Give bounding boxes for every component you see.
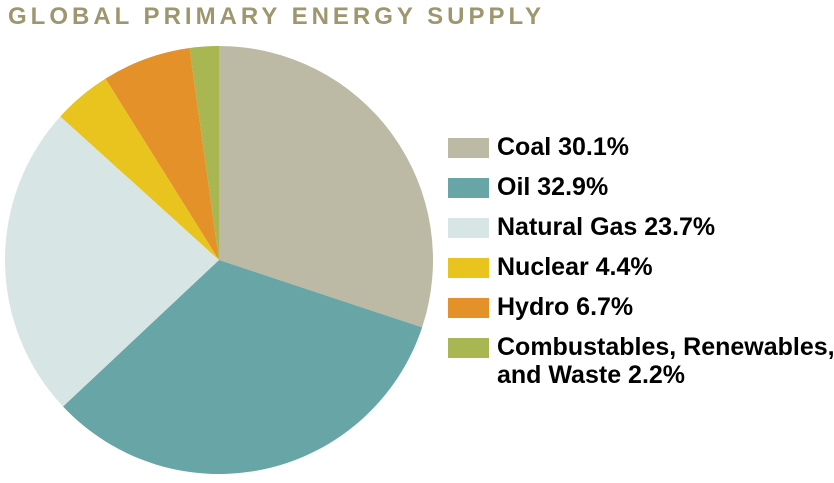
pie-slice-coal bbox=[219, 46, 433, 328]
legend-swatch-hydro bbox=[448, 298, 489, 318]
chart-title: GLOBAL PRIMARY ENERGY SUPPLY bbox=[8, 3, 545, 30]
legend-item-combustables-renewables-and-waste: Combustables, Renewables, and Waste 2.2% bbox=[448, 333, 834, 389]
legend-swatch-nuclear bbox=[448, 258, 489, 278]
legend-swatch-natural-gas bbox=[448, 218, 489, 238]
legend-swatch-combustables-renewables-and-waste bbox=[448, 338, 489, 358]
legend-swatch-oil bbox=[448, 178, 489, 198]
legend-swatch-coal bbox=[448, 138, 489, 158]
pie-chart bbox=[5, 46, 433, 474]
pie-slice-natural-gas bbox=[5, 116, 219, 407]
legend-item-hydro: Hydro 6.7% bbox=[448, 293, 834, 321]
legend-item-coal: Coal 30.1% bbox=[448, 133, 834, 161]
legend-label-coal: Coal 30.1% bbox=[497, 133, 630, 161]
legend-label-hydro: Hydro 6.7% bbox=[497, 293, 634, 321]
legend-label-oil: Oil 32.9% bbox=[497, 173, 609, 201]
pie-slice-hydro bbox=[105, 48, 219, 260]
legend-label-combustables-renewables-and-waste: Combustables, Renewables, and Waste 2.2% bbox=[497, 333, 834, 389]
legend-label-nuclear: Nuclear 4.4% bbox=[497, 253, 653, 281]
legend: Coal 30.1% Oil 32.9% Natural Gas 23.7% Nucl… bbox=[448, 133, 834, 389]
legend-item-nuclear: Nuclear 4.4% bbox=[448, 253, 834, 281]
legend-label-natural-gas: Natural Gas 23.7% bbox=[497, 213, 716, 241]
pie-slice-nuclear bbox=[60, 78, 219, 260]
pie-slice-oil bbox=[63, 260, 423, 474]
legend-item-oil: Oil 32.9% bbox=[448, 173, 834, 201]
legend-item-natural-gas: Natural Gas 23.7% bbox=[448, 213, 834, 241]
pie-slice-combustables-renewables-and-waste bbox=[189, 46, 219, 260]
